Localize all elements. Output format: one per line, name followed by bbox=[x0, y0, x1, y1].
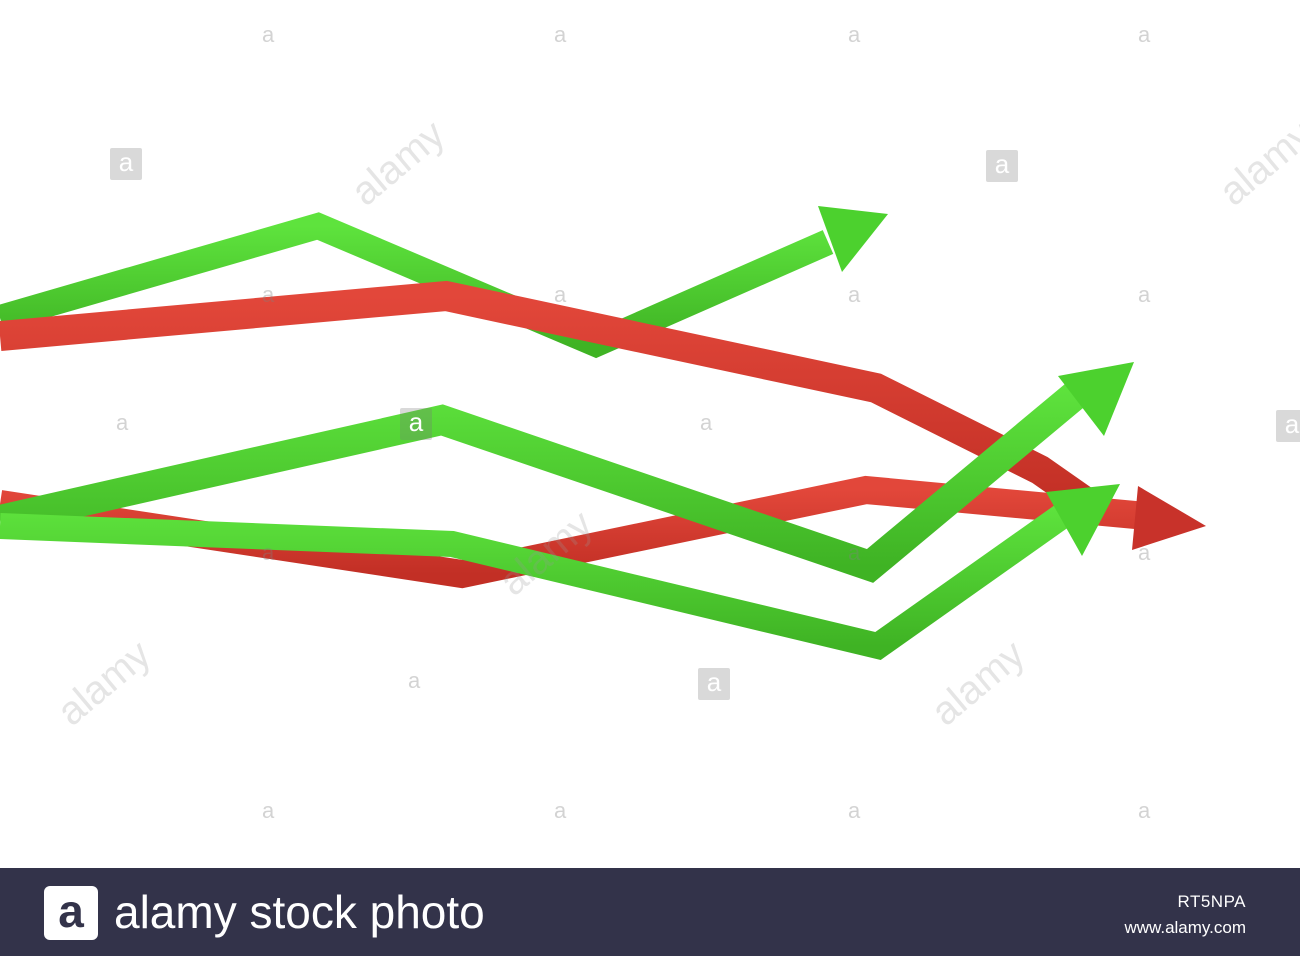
watermark-letter: a bbox=[1138, 22, 1151, 47]
watermark-tile: a bbox=[1276, 410, 1300, 442]
alamy-logo-icon: a bbox=[44, 886, 98, 940]
watermark-letter: a bbox=[116, 410, 129, 435]
footer-bar: a alamy stock photo RT5NPA www.alamy.com bbox=[0, 868, 1300, 956]
watermark-letter: a bbox=[700, 410, 713, 435]
watermark-tile: a bbox=[400, 408, 432, 440]
watermark-letter: a bbox=[262, 282, 275, 307]
watermark-letter: a bbox=[554, 798, 567, 823]
brand-text: alamy stock photo bbox=[114, 886, 485, 938]
watermark-letter: a bbox=[848, 282, 861, 307]
site-url[interactable]: www.alamy.com bbox=[1124, 918, 1246, 937]
watermark-letter: a bbox=[262, 798, 275, 823]
watermark-letter: a bbox=[554, 22, 567, 47]
image-id: RT5NPA bbox=[1177, 892, 1246, 911]
watermark-letter: a bbox=[848, 22, 861, 47]
green-arrow-middle bbox=[0, 362, 1134, 583]
watermark-letter: a bbox=[1138, 798, 1151, 823]
watermark-tile: a bbox=[698, 668, 730, 700]
watermark-letter: a bbox=[1138, 282, 1151, 307]
watermark-tile: a bbox=[110, 148, 142, 180]
watermark-letter: a bbox=[262, 22, 275, 47]
watermark-letter: a bbox=[262, 540, 275, 565]
watermark-letter: a bbox=[848, 798, 861, 823]
green-arrow-bottom bbox=[0, 484, 1120, 661]
watermark-letter: a bbox=[554, 282, 567, 307]
watermark-letter: a bbox=[1138, 540, 1151, 565]
red-arrow-top bbox=[0, 280, 1099, 518]
watermark-tile: a bbox=[986, 150, 1018, 182]
watermark-letter: a bbox=[408, 668, 421, 693]
watermark-letter: a bbox=[848, 540, 861, 565]
arrows-illustration bbox=[0, 206, 1206, 661]
